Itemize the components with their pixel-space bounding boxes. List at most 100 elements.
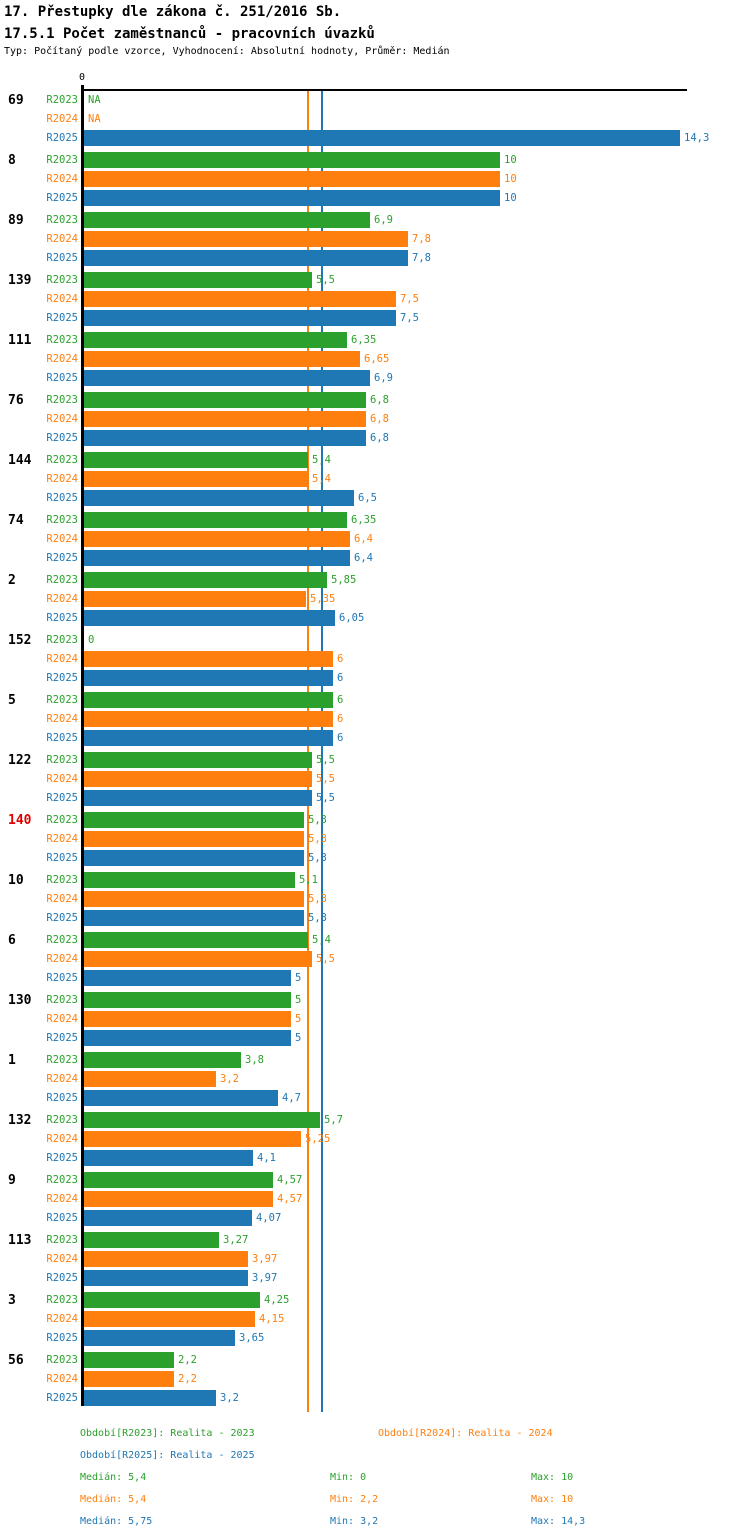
value-label: 3,97 xyxy=(252,1253,278,1265)
series-label-R2023: R2023 xyxy=(46,1054,78,1066)
page-subtitle: 17.5.1 Počet zaměstnanců - pracovních úv… xyxy=(4,26,375,42)
series-label-R2023: R2023 xyxy=(46,934,78,946)
value-label: 6 xyxy=(337,732,344,744)
legend-period-R2025: Období[R2025]: Realita - 2025 xyxy=(80,1450,255,1461)
value-label: 5,85 xyxy=(331,574,357,586)
series-label-R2023: R2023 xyxy=(46,1174,78,1186)
value-label: 4,57 xyxy=(277,1174,303,1186)
value-label: 4,7 xyxy=(282,1092,301,1104)
bar-R2023 xyxy=(84,152,500,168)
bar-R2025 xyxy=(84,370,370,386)
value-label: 10 xyxy=(504,154,517,166)
series-label-R2025: R2025 xyxy=(46,372,78,384)
value-label: 5 xyxy=(295,1032,302,1044)
value-label: 5,5 xyxy=(316,754,335,766)
value-label: 5,3 xyxy=(308,833,327,845)
category-label: 76 xyxy=(8,393,24,408)
series-label-R2023: R2023 xyxy=(46,274,78,286)
value-label: 6,9 xyxy=(374,214,393,226)
legend-max-R2023: Max: 10 xyxy=(531,1472,574,1483)
series-label-R2024: R2024 xyxy=(46,1193,78,1205)
bar-R2025 xyxy=(84,250,408,266)
value-label: 6,5 xyxy=(358,492,377,504)
value-label: 5,25 xyxy=(305,1133,331,1145)
value-label: 5,3 xyxy=(308,912,327,924)
bar-R2025 xyxy=(84,190,500,206)
legend-median-R2025: Medián: 5,75 xyxy=(80,1516,153,1527)
series-label-R2023: R2023 xyxy=(46,154,78,166)
x-axis-line xyxy=(81,89,687,91)
series-label-R2025: R2025 xyxy=(46,1212,78,1224)
series-label-R2023: R2023 xyxy=(46,454,78,466)
bar-R2024 xyxy=(84,591,306,607)
series-label-R2024: R2024 xyxy=(46,713,78,725)
category-label: 89 xyxy=(8,213,24,228)
value-label: 6,9 xyxy=(374,372,393,384)
series-label-R2024: R2024 xyxy=(46,113,78,125)
bar-R2024 xyxy=(84,351,360,367)
page-title: 17. Přestupky dle zákona č. 251/2016 Sb. xyxy=(4,4,342,20)
category-label: 69 xyxy=(8,93,24,108)
series-label-R2025: R2025 xyxy=(46,732,78,744)
bar-R2025 xyxy=(84,550,350,566)
bar-R2023 xyxy=(84,452,308,468)
bar-R2025 xyxy=(84,910,304,926)
bar-R2025 xyxy=(84,310,396,326)
value-label: 5,4 xyxy=(312,454,331,466)
value-label: 5,1 xyxy=(299,874,318,886)
category-label: 1 xyxy=(8,1053,16,1068)
category-label: 130 xyxy=(8,993,32,1008)
bar-R2025 xyxy=(84,1210,252,1226)
chart-meta-line: Typ: Počítaný podle vzorce, Vyhodnocení:… xyxy=(4,46,450,57)
bar-R2023 xyxy=(84,392,366,408)
series-label-R2023: R2023 xyxy=(46,94,78,106)
category-label: 56 xyxy=(8,1353,24,1368)
category-label: 140 xyxy=(8,813,32,828)
bar-R2025 xyxy=(84,1390,216,1406)
series-label-R2025: R2025 xyxy=(46,1332,78,1344)
bar-R2023 xyxy=(84,1292,260,1308)
bar-R2024 xyxy=(84,291,396,307)
bar-R2025 xyxy=(84,1150,253,1166)
bar-R2023 xyxy=(84,932,308,948)
series-label-R2024: R2024 xyxy=(46,413,78,425)
bar-R2024 xyxy=(84,951,312,967)
value-label: 14,3 xyxy=(684,132,710,144)
bar-R2025 xyxy=(84,1090,278,1106)
value-label: 6 xyxy=(337,672,344,684)
bar-R2024 xyxy=(84,171,500,187)
bar-R2025 xyxy=(84,490,354,506)
series-label-R2025: R2025 xyxy=(46,912,78,924)
value-label: 4,07 xyxy=(256,1212,282,1224)
series-label-R2023: R2023 xyxy=(46,1294,78,1306)
bar-R2025 xyxy=(84,430,366,446)
bar-R2024 xyxy=(84,771,312,787)
bar-R2025 xyxy=(84,850,304,866)
value-label: 6,8 xyxy=(370,394,389,406)
category-label: 132 xyxy=(8,1113,32,1128)
value-label: 6 xyxy=(337,653,344,665)
legend-min-R2023: Min: 0 xyxy=(330,1472,367,1483)
value-label: 3,8 xyxy=(245,1054,264,1066)
series-label-R2023: R2023 xyxy=(46,754,78,766)
bar-R2024 xyxy=(84,1011,291,1027)
value-label: 4,1 xyxy=(257,1152,276,1164)
legend-min-R2025: Min: 3,2 xyxy=(330,1516,379,1527)
bar-R2023 xyxy=(84,1172,273,1188)
value-label: 6,05 xyxy=(339,612,365,624)
series-label-R2023: R2023 xyxy=(46,1234,78,1246)
bar-R2024 xyxy=(84,891,304,907)
bar-R2024 xyxy=(84,1311,255,1327)
category-label: 10 xyxy=(8,873,24,888)
category-label: 122 xyxy=(8,753,32,768)
legend-max-R2024: Max: 10 xyxy=(531,1494,574,1505)
series-label-R2025: R2025 xyxy=(46,612,78,624)
series-label-R2023: R2023 xyxy=(46,574,78,586)
bar-R2024 xyxy=(84,1251,248,1267)
value-label: 3,65 xyxy=(239,1332,265,1344)
bar-R2023 xyxy=(84,1112,320,1128)
bar-R2024 xyxy=(84,1191,273,1207)
value-label: 4,25 xyxy=(264,1294,290,1306)
value-label: 7,8 xyxy=(412,252,431,264)
value-label: 5,3 xyxy=(308,893,327,905)
